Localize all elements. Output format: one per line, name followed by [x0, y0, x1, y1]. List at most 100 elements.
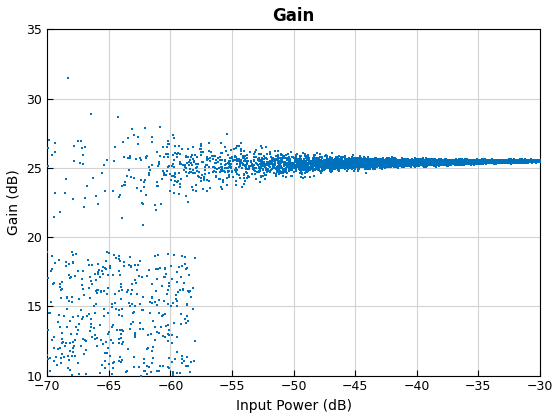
Point — [387, 163, 396, 169]
Point — [516, 158, 525, 164]
Point — [479, 159, 488, 165]
Point — [498, 157, 507, 164]
Point — [410, 158, 419, 165]
Point — [400, 160, 409, 166]
Point — [531, 157, 540, 164]
Point — [359, 160, 368, 167]
Point — [330, 161, 339, 168]
Point — [497, 159, 506, 165]
Point — [491, 159, 500, 165]
Point — [407, 157, 416, 164]
Point — [462, 159, 471, 165]
Point — [494, 158, 503, 165]
Point — [410, 156, 419, 163]
Point — [468, 161, 477, 168]
Point — [508, 158, 517, 165]
Point — [423, 160, 432, 167]
Point — [309, 165, 318, 172]
Point — [511, 159, 520, 165]
Point — [438, 159, 447, 165]
Point — [408, 158, 417, 165]
Point — [506, 157, 515, 164]
Point — [529, 158, 538, 165]
Point — [491, 158, 500, 164]
Point — [477, 158, 486, 165]
Point — [478, 157, 487, 164]
Point — [528, 157, 536, 163]
Point — [423, 162, 432, 169]
Point — [506, 158, 515, 165]
Point — [201, 163, 210, 170]
Point — [423, 162, 432, 168]
Point — [161, 265, 170, 272]
Point — [128, 286, 137, 293]
Point — [469, 157, 478, 163]
Point — [448, 159, 457, 165]
Point — [514, 158, 523, 165]
Point — [483, 159, 492, 165]
Point — [411, 159, 420, 165]
Point — [491, 158, 500, 165]
Point — [534, 158, 543, 165]
Point — [328, 155, 337, 162]
Point — [259, 160, 268, 167]
Point — [528, 158, 536, 165]
Point — [512, 158, 521, 165]
Point — [528, 158, 536, 164]
Point — [534, 158, 543, 165]
Point — [494, 158, 503, 165]
Point — [511, 159, 520, 165]
Point — [456, 159, 465, 166]
Point — [155, 161, 164, 168]
Point — [533, 158, 542, 165]
Point — [408, 159, 417, 166]
Point — [464, 158, 473, 165]
Point — [508, 158, 517, 165]
Point — [293, 157, 302, 163]
Point — [376, 159, 385, 165]
Point — [457, 158, 466, 165]
Point — [517, 158, 526, 164]
Point — [455, 159, 464, 165]
Point — [340, 158, 349, 165]
Point — [181, 253, 190, 260]
Point — [494, 159, 503, 165]
Point — [516, 158, 525, 165]
Point — [523, 158, 532, 164]
Point — [500, 159, 509, 165]
Point — [217, 165, 226, 172]
Point — [438, 159, 447, 166]
Point — [285, 158, 294, 165]
Point — [345, 165, 354, 171]
Point — [432, 158, 441, 164]
Point — [438, 158, 447, 165]
Point — [532, 158, 541, 165]
Point — [459, 159, 468, 166]
Point — [488, 158, 497, 164]
Point — [510, 158, 519, 165]
Point — [460, 159, 469, 165]
Point — [498, 157, 507, 164]
Point — [217, 160, 226, 167]
Point — [475, 158, 484, 165]
Point — [486, 158, 495, 165]
Point — [447, 160, 456, 167]
Point — [437, 158, 446, 165]
Point — [232, 168, 241, 175]
Point — [406, 160, 415, 167]
Point — [457, 158, 466, 165]
Point — [492, 158, 501, 165]
Point — [494, 158, 503, 165]
Point — [525, 158, 534, 165]
Point — [526, 158, 535, 165]
Point — [526, 158, 535, 165]
Point — [299, 160, 308, 167]
Point — [505, 158, 514, 164]
Point — [474, 158, 483, 165]
Point — [315, 168, 324, 175]
Point — [531, 157, 540, 164]
Point — [57, 286, 66, 293]
Point — [524, 158, 533, 165]
Point — [310, 160, 319, 167]
Point — [504, 158, 513, 165]
